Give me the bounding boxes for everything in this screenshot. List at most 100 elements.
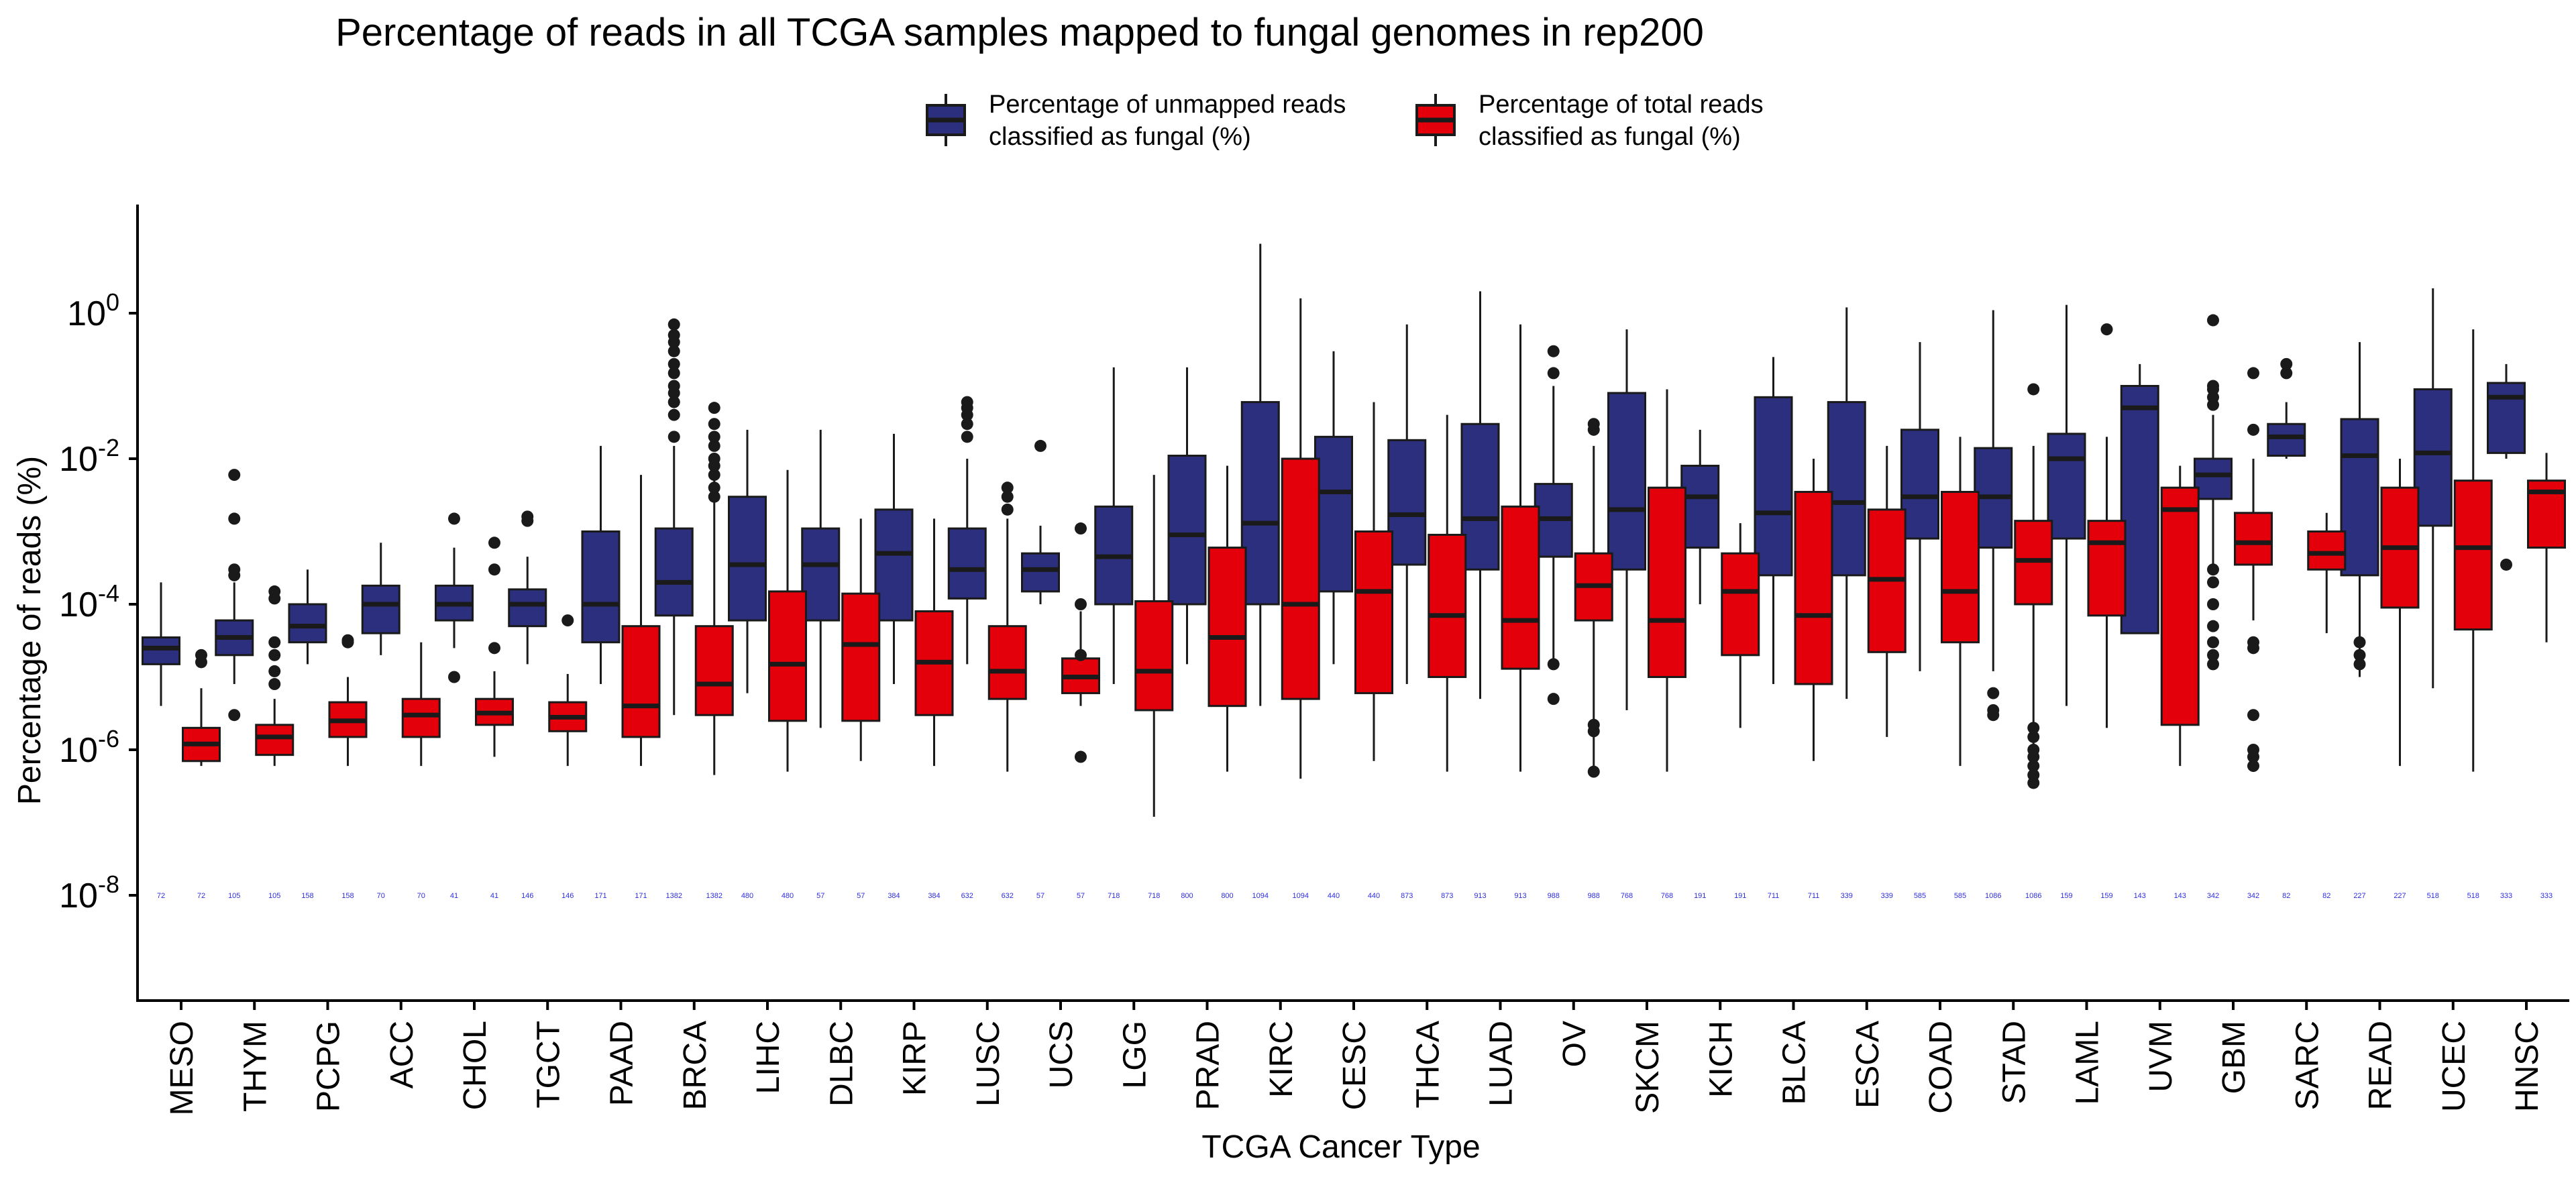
outlier-point [521,510,534,523]
box-total-blca: 711 [1794,459,1833,900]
count-label: 873 [1441,892,1453,900]
box-unmapped-skcm: 768 [1607,329,1646,900]
box-total-coad: 585 [1941,437,1980,900]
outlier-point [228,469,241,482]
iqr-box [2267,422,2306,457]
count-label: 171 [635,892,647,900]
x-tick-label-ucec: UCEC [2436,1021,2472,1112]
iqr-box [508,588,547,628]
count-label: 159 [2060,892,2072,900]
count-label: 768 [1621,892,1633,900]
box-total-gbm: 342 [2234,367,2273,900]
outlier-point [341,634,354,646]
outlier-point [2280,357,2293,370]
iqr-box [2160,486,2200,726]
box-unmapped-thca: 873 [1387,324,1427,900]
count-label: 768 [1661,892,1673,900]
box-total-ucs: 57 [1061,522,1100,900]
box-unmapped-kirc: 1094 [1240,243,1280,900]
count-label: 711 [1808,892,1820,900]
outlier-point [268,585,281,598]
outlier-point [1075,598,1087,610]
iqr-box [1387,439,1427,566]
outlier-point [448,512,460,525]
outlier-point [2280,367,2293,380]
y-tick-label: 10-4 [59,579,119,624]
count-label: 440 [1328,892,1340,900]
outlier-point [667,318,680,331]
count-label: 988 [1588,892,1600,900]
outlier-point [667,329,680,341]
outlier-point [961,431,973,443]
x-tick-label-gbm: GBM [2216,1021,2252,1094]
count-label: 72 [197,892,205,900]
iqr-box [947,527,987,600]
iqr-box [2413,388,2453,527]
box-unmapped-ucs: 57 [1021,439,1060,900]
outlier-point [1001,503,1014,516]
x-tick-label-acc: ACC [384,1021,420,1088]
count-label: 711 [1768,892,1780,900]
x-tick-label-stad: STAD [1996,1021,2032,1104]
outlier-point [667,357,680,370]
box-total-thym: 105 [255,585,294,900]
outlier-point [2207,636,2219,649]
box-unmapped-esca: 339 [1827,307,1866,900]
outlier-point [708,482,720,494]
x-tick-label-ov: OV [1557,1021,1593,1067]
outlier-point [228,563,241,576]
outlier-point [2027,760,2040,773]
count-label: 718 [1108,892,1120,900]
count-label: 171 [594,892,606,900]
x-axis: MESO THYM PCPG ACC CHOL TGCT PAAD BRCA LIHC DLBC K… [164,1001,2545,1115]
outlier-point [667,380,680,392]
iqr-box [1501,505,1540,670]
box-total-tgct: 146 [548,614,588,900]
box-total-kirp: 384 [914,518,954,900]
outlier-point [268,678,281,691]
box-total-chol: 41 [475,537,514,900]
box-unmapped-pcpg: 158 [288,569,327,900]
outlier-point [708,490,720,503]
box-unmapped-read: 227 [2340,342,2379,900]
count-label: 105 [228,892,240,900]
iqr-box [361,584,400,634]
x-tick-label-lusc: LUSC [971,1021,1006,1107]
count-label: 227 [2353,892,2365,900]
box-unmapped-hnsc: 333 [2487,363,2526,900]
count-label: 158 [341,892,354,900]
count-label: 913 [1474,892,1486,900]
iqr-box [801,527,841,622]
x-tick-label-prad: PRAD [1191,1021,1226,1110]
box-unmapped-lusc: 632 [947,396,987,900]
x-tick-label-hnsc: HNSC [2510,1021,2545,1112]
count-label: 57 [1077,892,1085,900]
iqr-box [2340,418,2379,577]
box-total-acc: 70 [401,642,441,900]
y-tick-label: 10-6 [59,725,119,770]
x-tick-label-pcpg: PCPG [311,1021,347,1112]
iqr-box [2047,433,2086,540]
count-label: 339 [1841,892,1853,900]
x-tick-label-chol: CHOL [458,1021,493,1110]
count-label: 384 [928,892,940,900]
box-unmapped-cesc: 440 [1314,351,1353,900]
x-tick-label-coad: COAD [1923,1021,1959,1114]
iqr-box [1021,552,1060,593]
box-total-hnsc: 333 [2527,453,2566,900]
iqr-box [1460,422,1500,571]
x-tick-label-read: READ [2363,1021,2399,1110]
box-unmapped-coad: 585 [1900,342,1939,900]
outlier-point [228,512,241,525]
box-total-meso: 72 [182,649,221,900]
outlier-point [1075,649,1087,661]
count-label: 342 [2207,892,2219,900]
y-axis-title: Percentage of reads (%) [12,456,48,805]
iqr-box [1648,486,1686,679]
outlier-point [1587,418,1600,431]
count-label: 1094 [1252,892,1269,900]
box-total-paad: 171 [621,475,661,900]
outlier-point [2247,423,2259,436]
count-label: 518 [2467,892,2479,900]
iqr-box [1314,435,1353,593]
